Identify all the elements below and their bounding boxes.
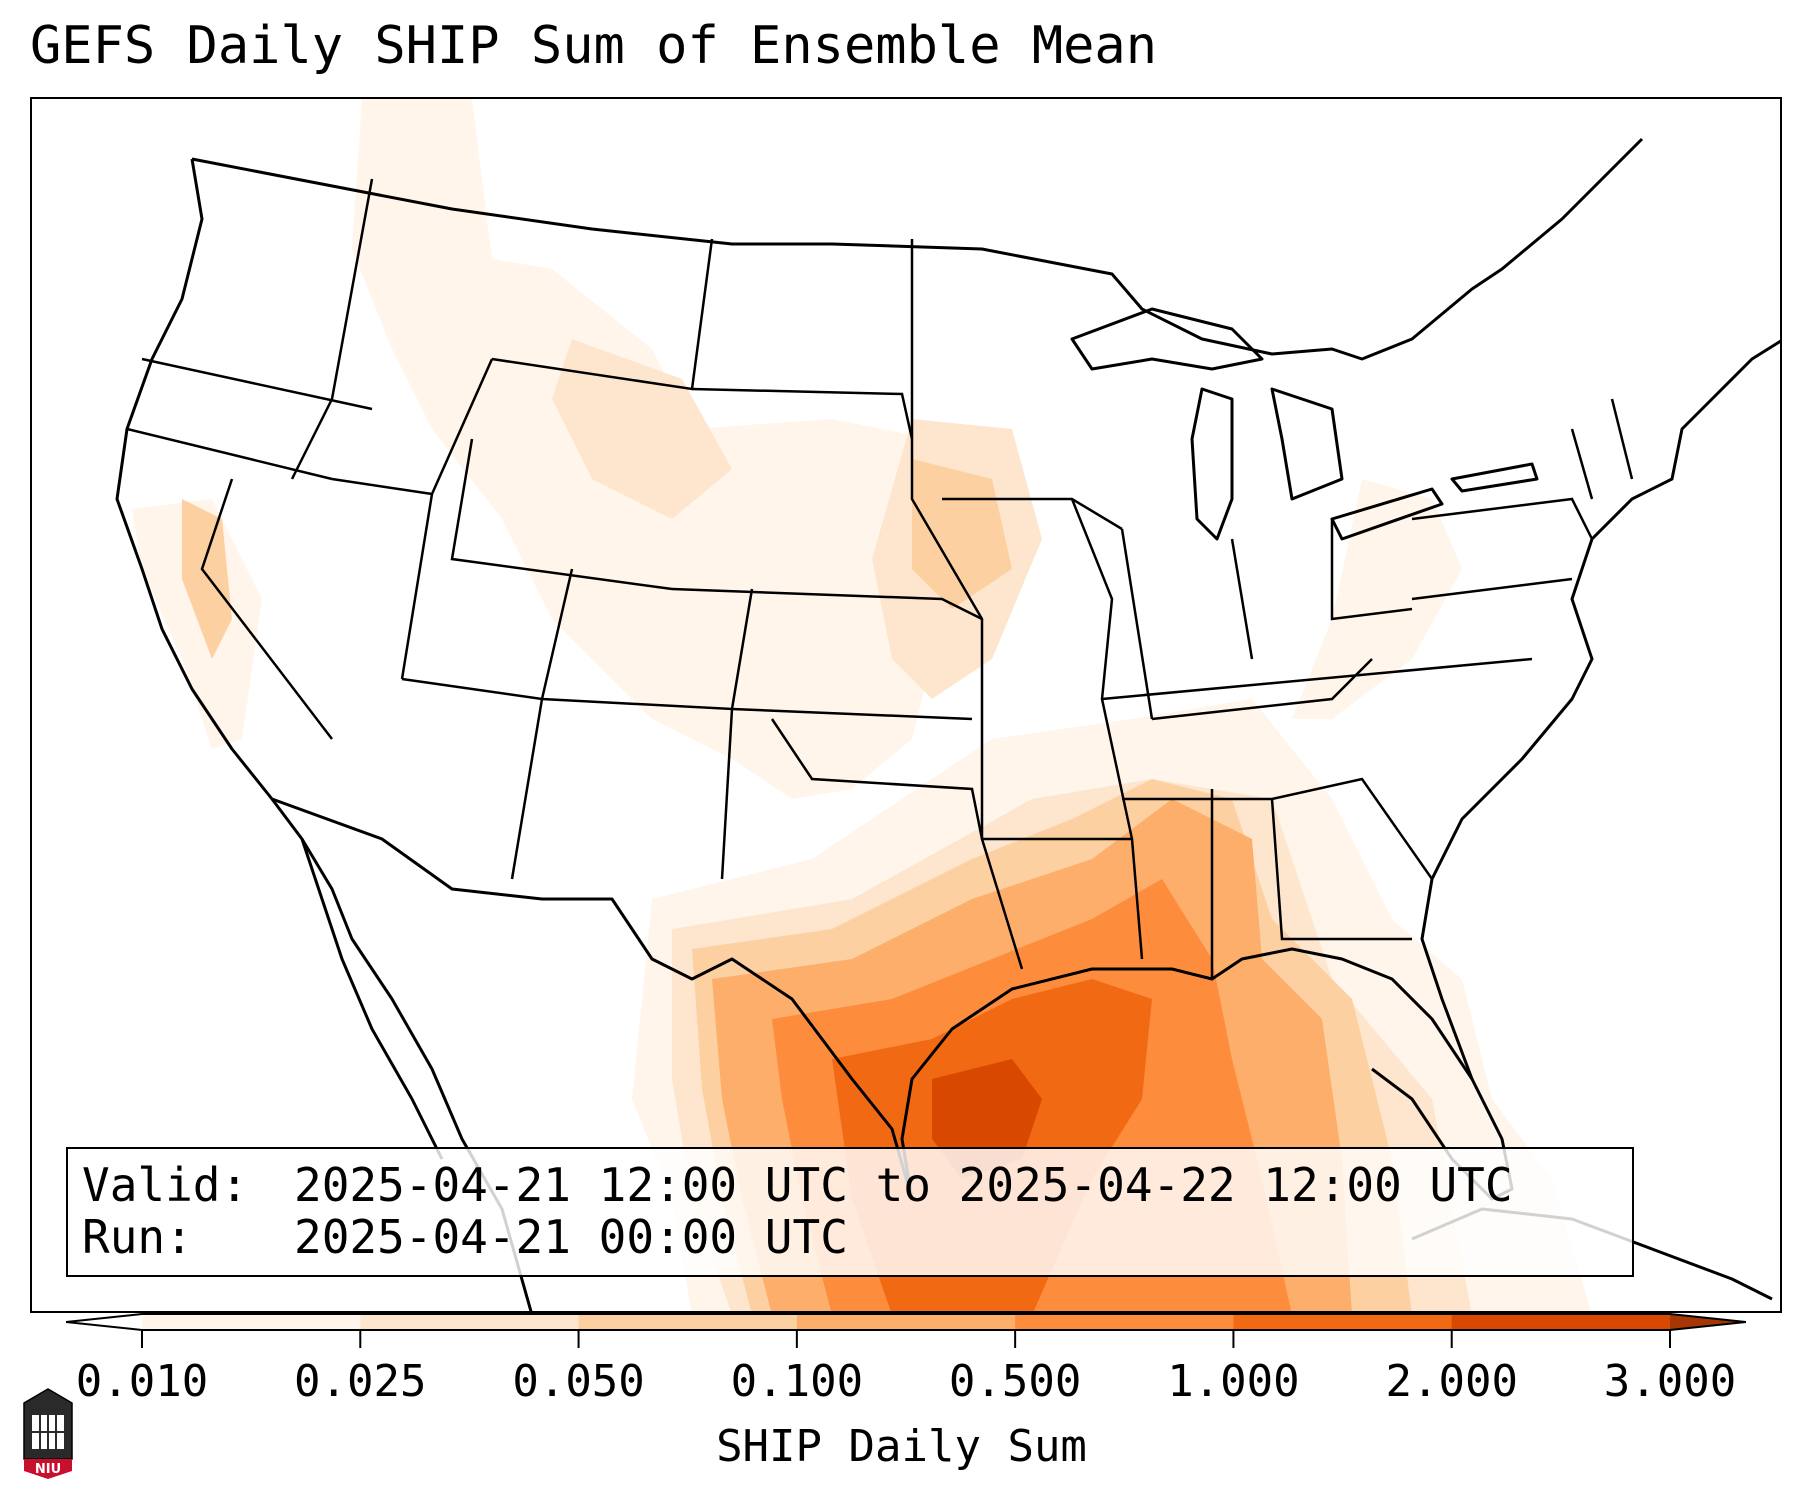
state-line [1330, 519, 1413, 621]
state-lines [126, 178, 1634, 979]
baja-peninsula [300, 838, 444, 1160]
colorbar-tick-label: 0.500 [948, 1356, 1082, 1407]
colorbar-segment [1451, 1314, 1671, 1330]
lake-ontario [1450, 462, 1539, 493]
colorbar-label: SHIP Daily Sum [716, 1421, 1087, 1472]
state-line [691, 387, 914, 440]
colorbar-segment [142, 1314, 361, 1330]
colorbar-tick-label: 2.000 [1385, 1356, 1518, 1407]
colorbar-tick-label: 3.000 [1603, 1356, 1737, 1407]
validity-info-box: Valid: 2025-04-21 12:00 UTC to 2025-04-22… [66, 1147, 1634, 1277]
ship-field [132, 99, 1591, 1311]
colorbar-segment [796, 1314, 1016, 1330]
run-line: Run: 2025-04-21 00:00 UTC [82, 1211, 1632, 1263]
state-line [1270, 798, 1412, 941]
state-line [200, 478, 333, 740]
state-line [1411, 497, 1594, 540]
lake-superior [1070, 307, 1264, 371]
valid-label: Valid: [82, 1158, 249, 1212]
svg-text:NIU: NIU [35, 1462, 61, 1477]
field-level-1 [132, 499, 262, 749]
run-value: 2025-04-21 00:00 UTC [294, 1210, 848, 1264]
colorbar-segment [360, 1314, 580, 1330]
atlantic-coast [1420, 339, 1780, 1080]
state-line [141, 357, 373, 411]
lake-erie [1330, 487, 1444, 541]
colorbar-segment [578, 1314, 798, 1330]
map-canvas [115, 99, 1780, 1311]
niu-logo: NIU [23, 1388, 73, 1479]
canada-us-border [191, 137, 1644, 361]
us-mexico-border [271, 797, 914, 1200]
state-line [910, 239, 1024, 970]
state-line [671, 587, 983, 621]
state-line [400, 493, 434, 680]
state-line [450, 438, 673, 591]
state-line [1411, 577, 1573, 601]
state-line [720, 708, 734, 880]
colorbar-tick-label: 0.025 [294, 1356, 427, 1407]
colorbar-segment [1233, 1314, 1453, 1330]
state-line [1120, 528, 1154, 720]
state-line [510, 698, 544, 880]
colorbar-tick-label: 0.050 [512, 1356, 645, 1407]
state-line [770, 718, 984, 840]
map-panel[interactable] [30, 97, 1782, 1313]
state-line [290, 178, 374, 480]
colorbar-segments [66, 1314, 1746, 1330]
colorbar-over-extension [1670, 1314, 1746, 1330]
colorbar-segment [1015, 1314, 1234, 1330]
field-level-2 [552, 339, 732, 519]
colorbar-tick-label: 0.100 [730, 1356, 864, 1407]
lake-huron [1270, 387, 1344, 501]
field-level-3 [182, 499, 232, 659]
colorbar-ticks [141, 1330, 1671, 1348]
colorbar-tick-label: 1.000 [1167, 1356, 1300, 1407]
lake-michigan [1190, 387, 1234, 541]
state-line [1230, 538, 1254, 660]
state-line [1122, 777, 1434, 880]
state-line [126, 427, 333, 481]
map-title: GEFS Daily SHIP Sum of Ensemble Mean [30, 16, 1158, 76]
colorbar-under-extension [66, 1314, 142, 1330]
valid-line: Valid: 2025-04-21 12:00 UTC to 2025-04-22… [82, 1159, 1632, 1211]
valid-value: 2025-04-21 12:00 UTC to 2025-04-22 12:00… [294, 1158, 1513, 1212]
colorbar-tick-label: 0.010 [75, 1356, 209, 1407]
colorbar [66, 1313, 1746, 1348]
pacific-coast [115, 158, 533, 1311]
state-line [1570, 428, 1594, 500]
state-line [1610, 398, 1634, 480]
run-label: Run: [82, 1210, 193, 1264]
field-level-3 [912, 459, 1012, 609]
state-line [731, 707, 973, 721]
state-line [1101, 657, 1533, 701]
field-level-1 [1292, 479, 1462, 719]
state-line [1151, 658, 1373, 721]
